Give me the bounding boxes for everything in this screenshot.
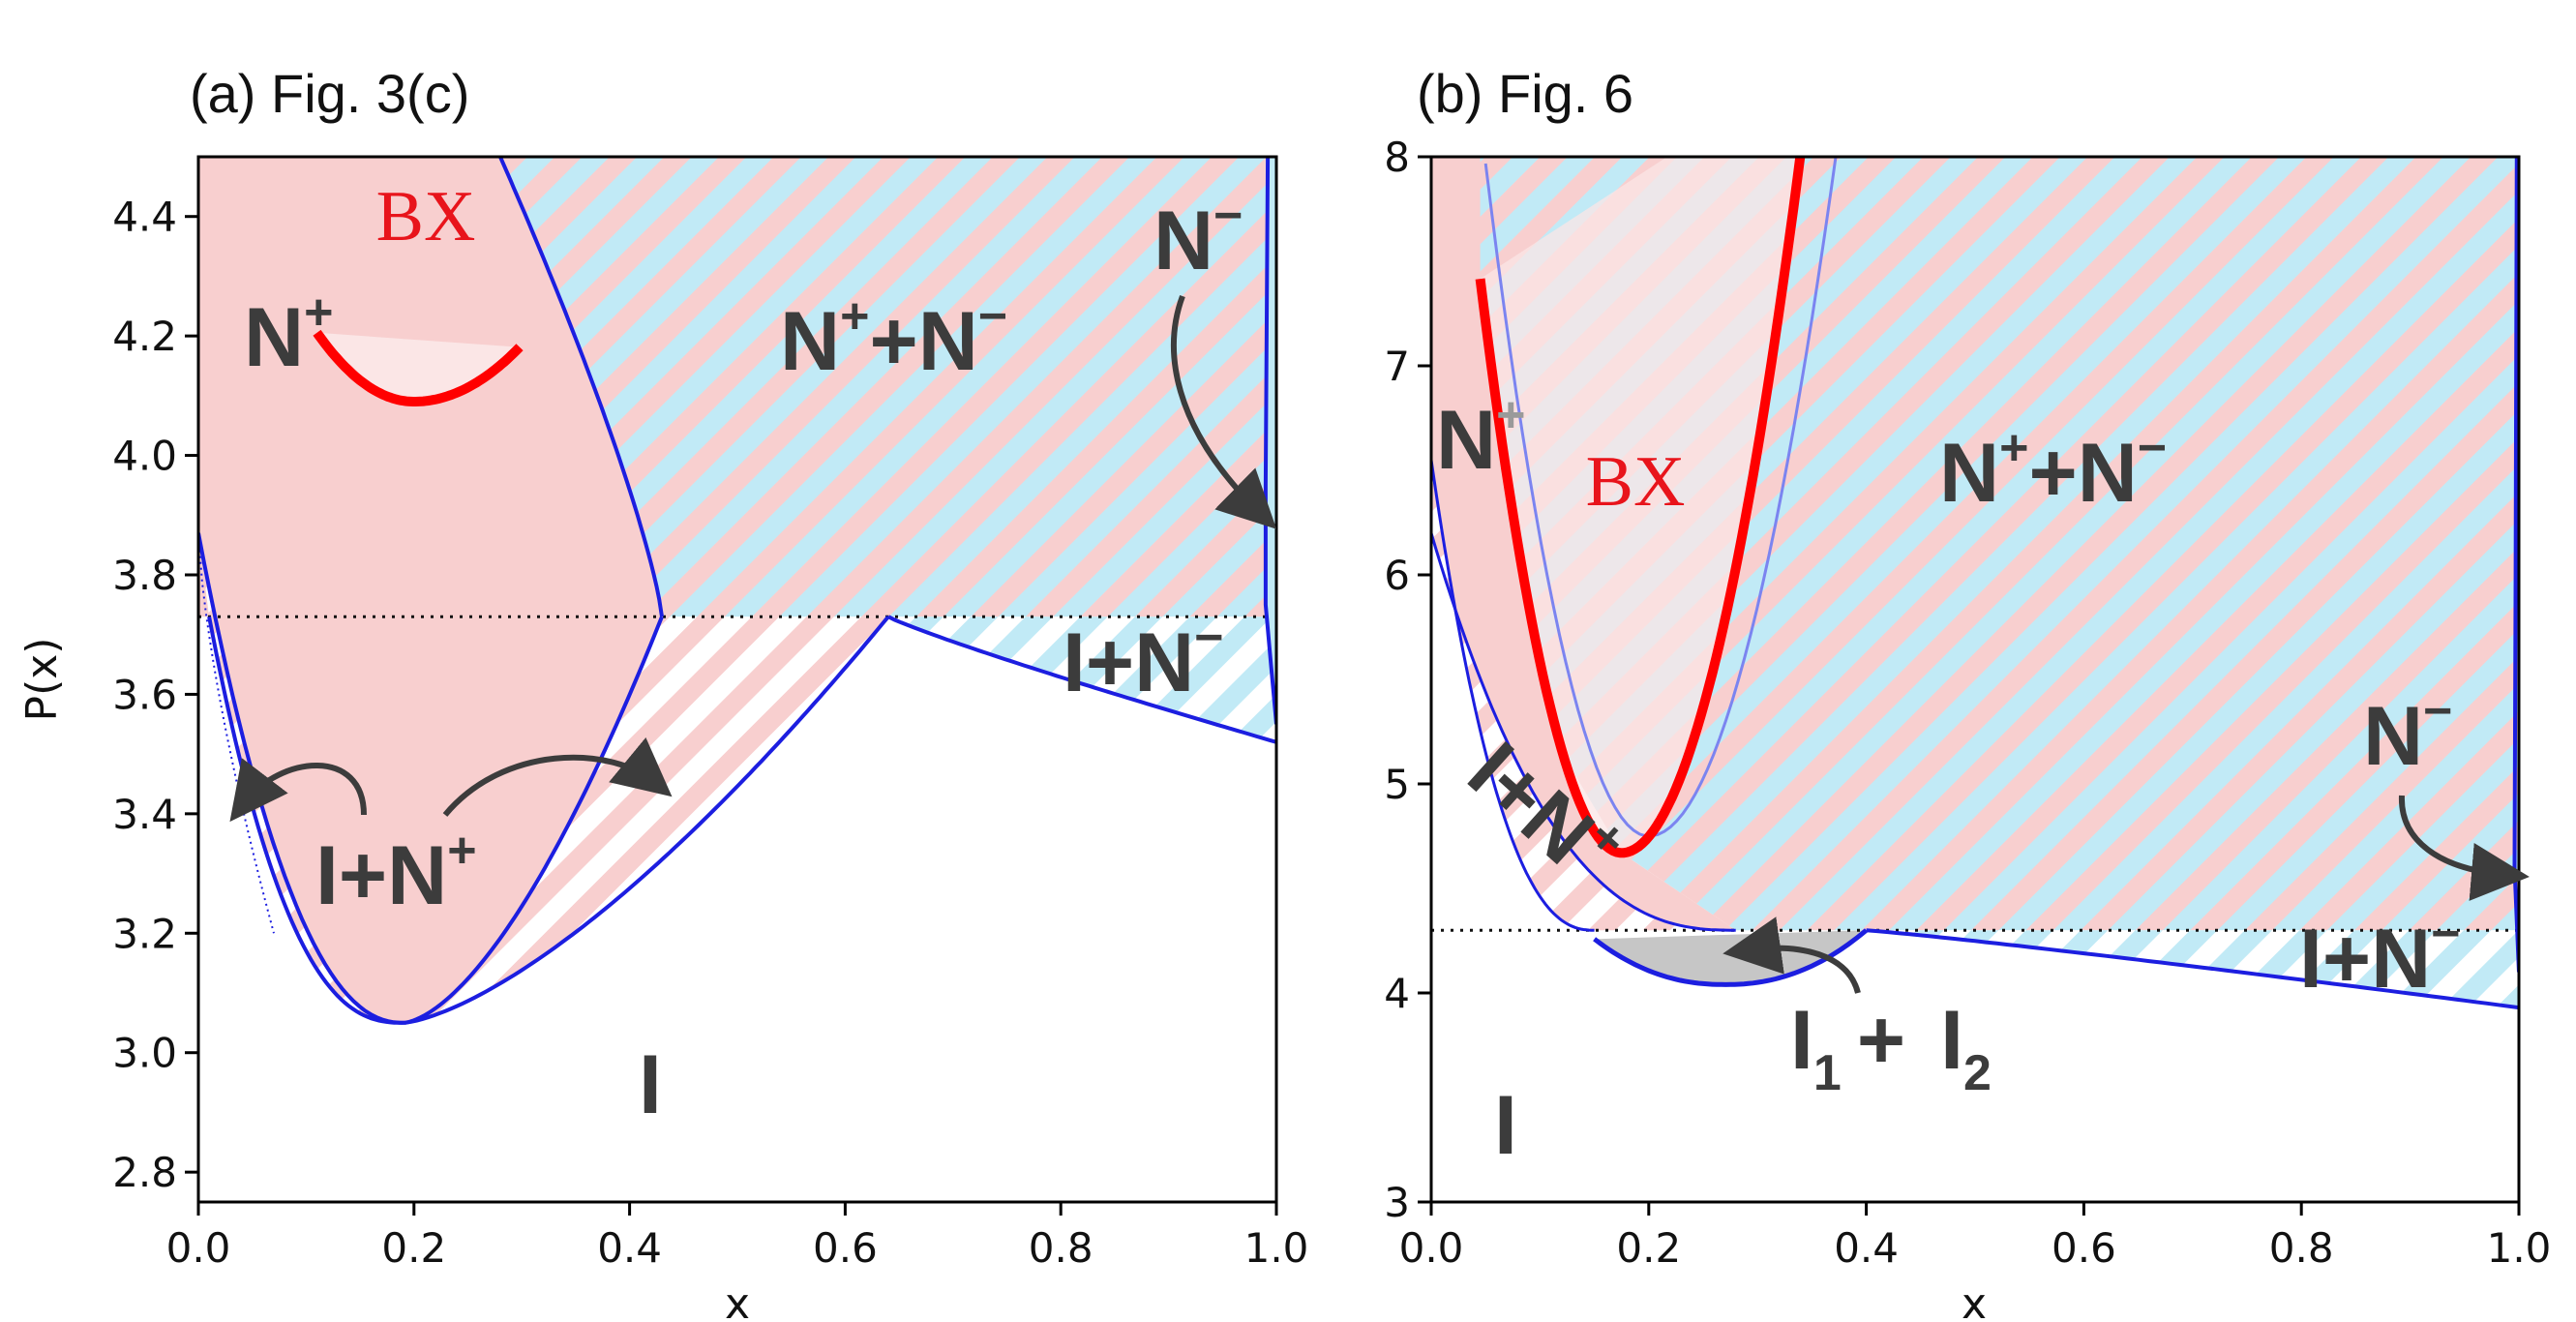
- y-tick-label: 4.4: [112, 194, 177, 241]
- y-tick-label: 5: [1384, 761, 1410, 808]
- n-plus-n-minus-boundary: [498, 157, 664, 617]
- spinodal-thin-line: [1483, 157, 1838, 838]
- arrow-i-n-plus-right: [442, 736, 673, 817]
- panel-b-ticks: 0.0 0.2 0.4 0.6 0.8 1.0 3 4 5 6 7 8: [1384, 134, 2551, 1272]
- binodal-inner-line: [1431, 532, 1736, 932]
- panel-a-title: (a) Fig. 3(c): [190, 63, 469, 124]
- label-i-n-minus: I+N−: [1063, 610, 1224, 709]
- i-n-minus-boundary: [887, 615, 1276, 744]
- y-tick-label: 4: [1384, 970, 1410, 1017]
- panel-a-ticks: 0.0 0.2 0.4 0.6 0.8 1.0 2.8 3.0 3.2 3.4 3.6 3.8 4.0 4…: [112, 194, 1308, 1272]
- x-tick-label: 0.6: [2052, 1224, 2116, 1272]
- panel-b-xlabel: x: [1962, 1279, 1987, 1322]
- label-n-minus: N−: [2363, 683, 2452, 783]
- y-tick-label: 3.2: [112, 910, 177, 957]
- label-n-plus: N+: [244, 285, 333, 384]
- y-tick-label: 3: [1384, 1179, 1410, 1226]
- label-isotropic: I: [639, 1038, 662, 1131]
- panel-a-frame: [196, 155, 1278, 1204]
- arrow-i-n-plus-left: [229, 758, 367, 823]
- label-n-plus: N+: [1436, 387, 1525, 487]
- y-tick-label: 7: [1384, 343, 1410, 390]
- x-tick-label: 0.0: [1399, 1224, 1464, 1272]
- label-i-n-minus: I+N−: [2299, 906, 2461, 1006]
- x-tick-label: 0.6: [813, 1224, 878, 1272]
- i1-i2-boundary: [1593, 928, 1869, 987]
- n-minus-boundary: [2512, 157, 2519, 973]
- x-tick-label: 0.0: [166, 1224, 231, 1272]
- x-tick-label: 0.4: [1834, 1224, 1899, 1272]
- panel-b-regions: [1431, 157, 2519, 1010]
- x-tick-label: 1.0: [2487, 1224, 2552, 1272]
- panel-a-xlabel: x: [725, 1279, 750, 1322]
- arrow-i1-i2: [1722, 916, 1861, 994]
- y-tick-label: 8: [1384, 134, 1410, 181]
- n-minus-boundary: [1263, 157, 1276, 725]
- panel-a: (a) Fig. 3(c) 0.0 0.2 0.4 0.6 0.8 1.0 2.8 3.0 3.…: [17, 63, 1308, 1322]
- panel-b-frame: [1429, 155, 2521, 1204]
- y-tick-label: 4.0: [112, 433, 177, 480]
- panel-a-regions: [198, 157, 1276, 1025]
- label-bx: BX: [376, 177, 476, 256]
- bx-boundary-line: [313, 329, 524, 406]
- y-tick-label: 3.6: [112, 671, 177, 718]
- panel-b-title: (b) Fig. 6: [1417, 63, 1633, 124]
- label-i-n-plus: I+N+: [315, 823, 477, 922]
- y-tick-label: 3.8: [112, 552, 177, 599]
- x-tick-label: 0.2: [1616, 1224, 1681, 1272]
- label-i1-plus-i2: I1 + I2: [1790, 994, 1992, 1101]
- region-n-plus: [198, 157, 662, 1023]
- binodal-outer-line: [1431, 459, 1595, 932]
- region-i-n-minus: [1866, 930, 2519, 1008]
- region-i-n-minus: [888, 616, 1276, 742]
- region-i-n-plus: [198, 532, 888, 1023]
- label-n-minus: N−: [1153, 188, 1243, 287]
- label-isotropic: I: [1494, 1079, 1517, 1172]
- binodal-outer-line: [198, 532, 890, 1025]
- x-tick-label: 0.8: [2269, 1224, 2334, 1272]
- label-n-plus-n-minus: N++N−: [1939, 420, 2167, 520]
- binodal-inner-line: [207, 616, 664, 1025]
- region-bx: [1480, 157, 1801, 854]
- arrow-n-minus: [2398, 795, 2530, 901]
- region-n-plus: [1431, 157, 1736, 931]
- x-tick-label: 1.0: [1244, 1224, 1309, 1272]
- region-i-n-plus: [1431, 460, 1736, 931]
- bx-boundary-line: [1475, 157, 1806, 858]
- x-tick-label: 0.8: [1029, 1224, 1093, 1272]
- label-n-plus-n-minus: N++N−: [780, 288, 1007, 388]
- y-tick-label: 2.8: [112, 1149, 177, 1196]
- x-tick-label: 0.4: [597, 1224, 662, 1272]
- y-tick-label: 6: [1384, 552, 1410, 599]
- i-n-minus-boundary: [1866, 928, 2519, 1010]
- label-bx: BX: [1586, 442, 1686, 522]
- panel-a-ylabel: P(x): [17, 638, 67, 722]
- x-tick-label: 0.2: [381, 1224, 446, 1272]
- y-tick-label: 4.2: [112, 313, 177, 360]
- panel-b: (b) Fig. 6 0.0 0.2 0.4 0.6 0.8 1.0 3 4 5 6 7 8 x BX…: [1384, 63, 2551, 1322]
- arrow-n-minus: [1171, 294, 1277, 529]
- y-tick-label: 3.0: [112, 1030, 177, 1077]
- y-tick-label: 3.4: [112, 791, 177, 838]
- region-n-plus-n-minus: [499, 157, 1276, 617]
